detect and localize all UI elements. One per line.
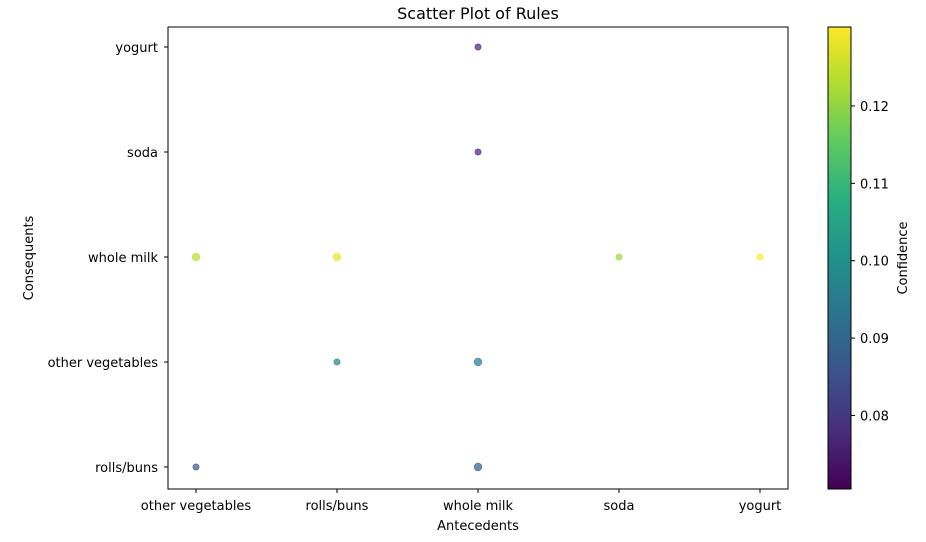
chart-title: Scatter Plot of Rules: [397, 4, 559, 23]
scatter-point: [756, 253, 764, 261]
y-axis-label: Consequents: [22, 215, 37, 300]
colorbar-ticks: 0.08 0.09 0.10 0.11 0.12: [851, 100, 889, 424]
scatter-point: [473, 357, 483, 367]
scatter-point: [192, 463, 200, 471]
x-tick-label: rolls/buns: [306, 499, 369, 514]
colorbar-tick-label: 0.09: [860, 332, 889, 347]
x-axis-ticks: other vegetables rolls/buns whole milk soda…: [141, 489, 782, 514]
scatter-point: [474, 43, 482, 51]
x-axis-label: Antecedents: [437, 519, 519, 534]
scatter-point: [333, 358, 341, 366]
x-tick-label: whole milk: [443, 499, 513, 514]
scatter-point: [191, 252, 201, 262]
colorbar: [827, 26, 852, 490]
colorbar-label: Confidence: [896, 221, 911, 294]
scatter-point: [615, 253, 623, 261]
scatter-point: [332, 252, 342, 262]
x-tick-label: other vegetables: [141, 499, 252, 514]
y-tick-label: other vegetables: [48, 356, 159, 371]
scatter-point: [473, 462, 483, 472]
x-tick-label: soda: [604, 499, 635, 514]
x-tick-label: yogurt: [739, 499, 782, 514]
colorbar-tick-label: 0.08: [860, 409, 889, 424]
y-tick-label: yogurt: [115, 41, 158, 56]
y-axis-ticks: rolls/buns other vegetables whole milk soda…: [48, 41, 168, 476]
colorbar-tick-label: 0.12: [860, 100, 889, 115]
colorbar-tick-label: 0.10: [860, 255, 889, 270]
colorbar-tick-label: 0.11: [860, 177, 889, 192]
y-tick-label: whole milk: [88, 251, 158, 266]
y-tick-label: soda: [127, 146, 158, 161]
points-layer: [191, 43, 764, 472]
scatter-point: [474, 148, 482, 156]
plot-area-frame: [167, 26, 789, 490]
y-tick-label: rolls/buns: [95, 461, 158, 476]
